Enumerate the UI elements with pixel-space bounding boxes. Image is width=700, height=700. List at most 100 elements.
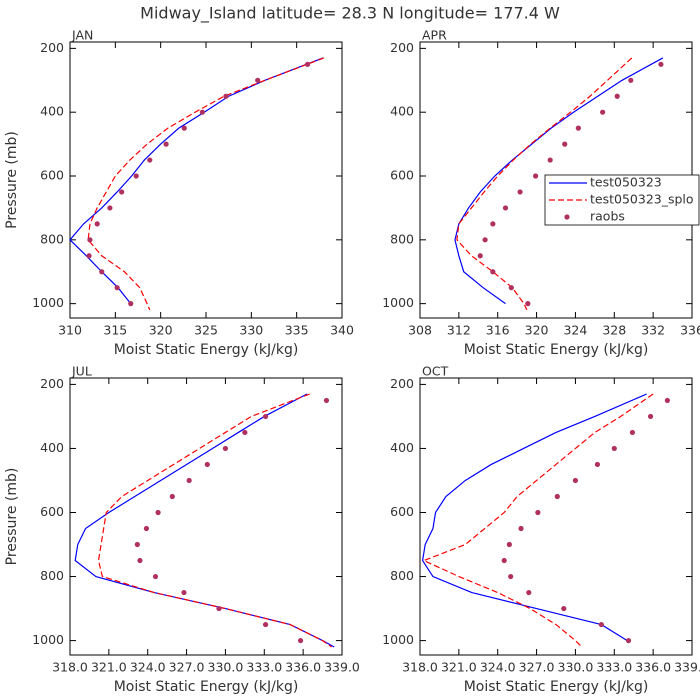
raob-point — [628, 77, 634, 83]
raob-point — [614, 93, 620, 99]
x-tick-label: 332 — [641, 323, 665, 338]
x-tick-label: 336 — [680, 323, 700, 338]
raob-point — [255, 77, 261, 83]
x-tick-label: 308 — [408, 323, 432, 338]
x-tick-label: 321.0 — [91, 660, 127, 675]
raob-point — [508, 285, 514, 291]
profile-line — [456, 57, 633, 311]
raob-point — [533, 173, 539, 179]
x-tick-label: 318.0 — [402, 660, 438, 675]
y-axis-label: Pressure (mb) — [4, 131, 20, 229]
raob-point — [554, 493, 560, 500]
raob-point — [181, 589, 187, 596]
raob-point — [625, 637, 632, 644]
raob-point — [147, 157, 153, 163]
raob-point — [658, 61, 664, 67]
x-tick-label: 340 — [330, 323, 354, 338]
x-tick-label: 335 — [285, 323, 309, 338]
raob-point — [490, 221, 496, 227]
x-tick-label: 324.0 — [130, 660, 166, 675]
raob-point — [87, 237, 93, 243]
legend-label: test050323_splo — [590, 192, 694, 207]
y-tick-label: 800 — [40, 568, 64, 583]
x-tick-label: 336.0 — [285, 660, 321, 675]
y-axis-label: Pressure (mb) — [4, 468, 20, 566]
panel-title: JAN — [71, 28, 93, 43]
profile-line — [87, 57, 325, 311]
x-tick-label: 330 — [239, 323, 263, 338]
x-tick-label: 330.0 — [558, 660, 594, 675]
x-tick-label: 320 — [149, 323, 173, 338]
profile-line — [422, 393, 654, 648]
raob-point — [525, 301, 531, 307]
y-tick-label: 1000 — [32, 295, 64, 310]
raob-point — [517, 189, 523, 195]
y-tick-label: 1000 — [382, 632, 414, 647]
x-axis-label: Moist Static Energy (kJ/kg) — [464, 679, 649, 695]
raob-point — [181, 125, 187, 131]
x-tick-label: 339.0 — [674, 660, 700, 675]
x-tick-label: 327.0 — [169, 660, 205, 675]
raob-point — [572, 477, 579, 484]
raob-point — [611, 445, 617, 452]
raob-point — [169, 493, 175, 500]
y-tick-label: 200 — [40, 376, 64, 391]
y-tick-label: 800 — [40, 231, 64, 246]
raob-point — [86, 253, 92, 259]
x-tick-label: 316 — [486, 323, 510, 338]
profile-line — [421, 393, 647, 642]
panel-title: OCT — [422, 364, 449, 379]
raob-point — [204, 461, 210, 468]
raob-point — [518, 525, 524, 532]
raob-point — [94, 221, 100, 227]
y-tick-label: 800 — [390, 568, 414, 583]
y-tick-label: 400 — [390, 440, 414, 455]
raob-point — [119, 189, 125, 195]
profile-line — [69, 57, 324, 305]
raob-point — [508, 573, 514, 580]
x-tick-label: 315 — [103, 323, 127, 338]
x-tick-label: 336.0 — [635, 660, 671, 675]
raob-point — [304, 61, 311, 67]
figure-title: Midway_Island latitude= 28.3 N longitude… — [140, 4, 560, 24]
y-tick-label: 200 — [390, 376, 414, 391]
plot-frame — [69, 377, 343, 656]
raob-point — [323, 397, 330, 404]
x-tick-label: 328 — [602, 323, 626, 338]
x-tick-label: 324.0 — [480, 660, 516, 675]
x-tick-label: 324 — [563, 323, 587, 338]
raob-point — [186, 477, 192, 484]
legend-label: raobs — [590, 209, 625, 224]
profile-line — [454, 57, 664, 305]
y-tick-label: 600 — [40, 168, 64, 183]
raob-point — [647, 413, 654, 420]
raob-point — [128, 301, 134, 307]
y-tick-label: 200 — [40, 40, 64, 55]
raob-point — [562, 141, 568, 147]
x-tick-label: 330.0 — [208, 660, 244, 675]
x-tick-label: 320 — [525, 323, 549, 338]
y-tick-label: 800 — [390, 231, 414, 246]
raob-point — [598, 621, 604, 628]
raob-point — [600, 109, 606, 115]
raob-point — [506, 541, 512, 548]
raob-point — [114, 285, 120, 291]
y-tick-label: 600 — [390, 168, 414, 183]
raob-point — [575, 125, 581, 131]
raob-point — [163, 141, 169, 147]
panel-title: JUL — [71, 364, 92, 379]
x-tick-label: 325 — [194, 323, 218, 338]
raob-point — [133, 173, 139, 179]
raob-point — [155, 509, 161, 516]
raob-point — [152, 573, 159, 580]
raob-point — [490, 269, 496, 275]
x-tick-label: 333.0 — [596, 660, 632, 675]
x-tick-label: 310 — [58, 323, 82, 338]
raob-point — [535, 509, 541, 516]
raob-point — [664, 397, 670, 404]
raob-point — [216, 605, 222, 612]
raob-point — [222, 445, 229, 452]
legend-marker — [564, 214, 570, 220]
profile-line — [74, 393, 335, 648]
